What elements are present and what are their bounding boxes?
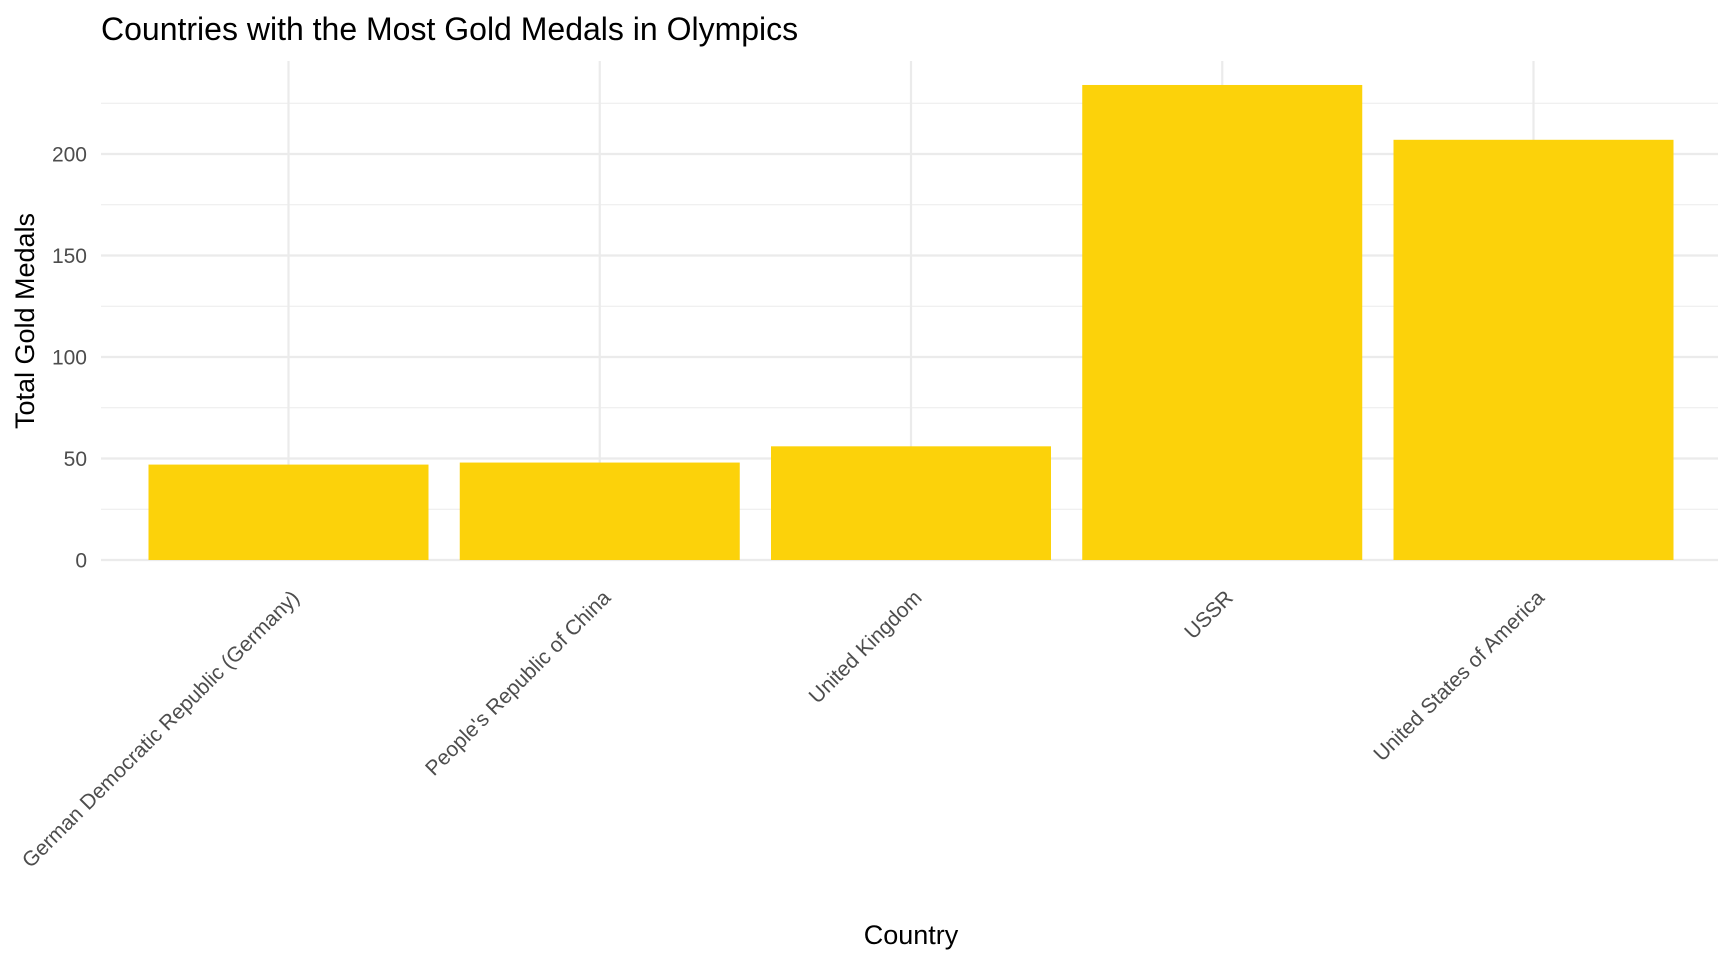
x-axis-ticks: German Democratic Republic (Germany) Peop… (18, 586, 1549, 872)
x-axis-title: Country (864, 920, 959, 950)
y-tick-label: 0 (75, 550, 87, 573)
x-tick-label: United States of America (1369, 586, 1549, 766)
y-tick-label: 50 (64, 448, 87, 471)
bar (771, 446, 1051, 560)
x-tick-label: German Democratic Republic (Germany) (18, 586, 304, 872)
x-tick-label: People's Republic of China (421, 586, 615, 780)
y-axis-title: Total Gold Medals (10, 213, 40, 429)
y-tick-label: 200 (52, 144, 87, 167)
bar (148, 464, 429, 560)
bar (1082, 84, 1363, 560)
y-tick-label: 100 (52, 347, 87, 370)
x-tick-label: USSR (1180, 586, 1238, 644)
bars (148, 84, 1674, 561)
y-tick-label: 150 (52, 245, 87, 268)
bar (1393, 139, 1674, 561)
bar (459, 462, 740, 560)
chart-title: Countries with the Most Gold Medals in O… (101, 11, 798, 47)
y-axis-ticks: 0 50 100 150 200 (52, 144, 87, 573)
x-tick-label: United Kingdom (805, 586, 927, 708)
